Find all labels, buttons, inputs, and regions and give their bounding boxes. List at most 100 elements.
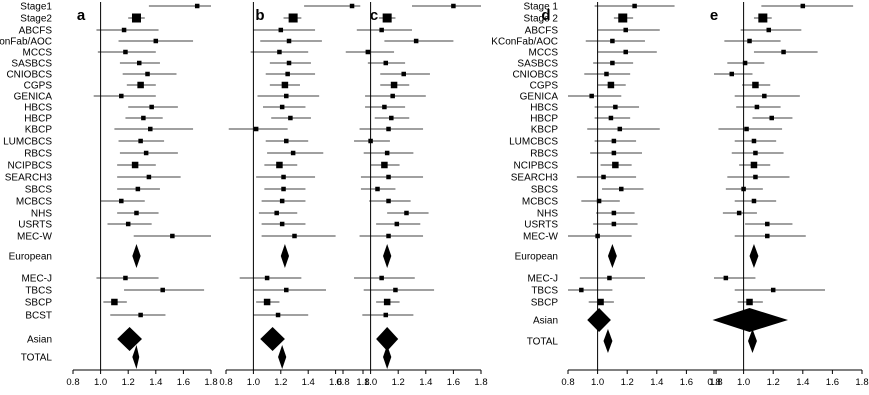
point-estimate	[379, 275, 384, 281]
point-estimate	[288, 115, 293, 121]
study-label: KConFab/AOC	[0, 37, 52, 48]
point-estimate	[596, 198, 602, 204]
point-estimate	[742, 60, 748, 66]
point-estimate	[264, 275, 270, 281]
point-estimate	[607, 275, 612, 281]
point-estimate	[160, 287, 165, 293]
x-tick-label: 1.6	[177, 377, 190, 388]
study-label: NCIPBCS	[8, 161, 53, 172]
point-estimate	[123, 275, 128, 281]
point-estimate	[765, 221, 770, 227]
study-label: KBCP	[25, 125, 53, 136]
study-label: Asian	[533, 316, 558, 327]
point-estimate	[623, 27, 628, 33]
point-estimate	[619, 186, 624, 192]
panel-letter-b: b	[255, 7, 264, 24]
point-estimate	[753, 150, 758, 156]
x-tick-label: 0.8	[219, 377, 232, 388]
point-estimate	[608, 115, 614, 121]
point-estimate	[597, 298, 604, 306]
point-estimate	[613, 104, 618, 110]
x-tick-label: 1.2	[274, 377, 287, 388]
point-estimate	[281, 174, 286, 180]
point-estimate	[134, 210, 139, 216]
point-estimate	[285, 71, 290, 77]
point-estimate	[769, 115, 774, 121]
study-label: USRTS	[524, 220, 558, 231]
point-estimate	[601, 174, 606, 180]
study-label: NHS	[31, 209, 52, 220]
study-label: Asian	[27, 335, 52, 346]
study-label: KConFab/AOC	[491, 37, 558, 48]
x-tick-label: 1.0	[364, 377, 377, 388]
point-estimate	[148, 126, 153, 132]
x-tick-label: 0.8	[561, 377, 574, 388]
point-estimate	[284, 138, 289, 144]
forest-panel-a: a 0.8 1.0 1.2 1.4 1.6 1.8 Stage1Stage2ABCFSKCon…	[0, 2, 218, 389]
study-label: MEC-W	[523, 232, 559, 243]
point-estimate	[618, 13, 628, 23]
x-tick-label: 1.2	[621, 377, 634, 388]
point-estimate	[375, 186, 380, 192]
point-estimate	[153, 38, 159, 44]
x-tick-label: 1.2	[392, 377, 405, 388]
point-estimate	[131, 161, 139, 169]
point-estimate	[752, 81, 759, 89]
point-estimate	[386, 174, 391, 180]
point-estimate	[263, 298, 271, 306]
point-estimate	[131, 13, 141, 23]
point-estimate	[393, 287, 398, 293]
point-estimate	[279, 104, 285, 110]
x-tick-label: 1.6	[826, 377, 839, 388]
study-label: TBCS	[25, 286, 52, 297]
study-label: SEARCH3	[511, 173, 559, 184]
x-tick-label: 1.0	[591, 377, 604, 388]
point-estimate	[121, 27, 127, 33]
point-estimate	[149, 104, 154, 110]
point-estimate	[746, 298, 753, 306]
point-estimate	[279, 221, 285, 227]
point-estimate	[284, 93, 289, 99]
pooled-diamond-asian	[376, 327, 399, 351]
point-estimate	[750, 161, 758, 169]
pooled-diamond-total	[278, 345, 287, 369]
x-tick-label: 0.8	[66, 377, 79, 388]
point-estimate	[729, 71, 735, 77]
point-estimate	[137, 81, 144, 89]
pooled-diamond-european	[607, 244, 617, 268]
x-tick-label: 1.8	[474, 377, 487, 388]
study-label: SASBCS	[517, 59, 558, 70]
point-estimate	[390, 81, 398, 89]
study-label: MCCS	[23, 48, 53, 59]
study-label: SBCS	[25, 185, 53, 196]
point-estimate	[632, 3, 637, 9]
pooled-diamond-european	[132, 244, 141, 268]
point-estimate	[286, 60, 292, 66]
study-label: TBCS	[531, 286, 558, 297]
point-estimate	[389, 115, 394, 121]
point-estimate	[611, 138, 617, 144]
study-label: GENICA	[14, 92, 53, 103]
study-label: ABCFS	[525, 26, 559, 37]
point-estimate	[382, 104, 387, 110]
point-estimate	[747, 38, 752, 44]
pooled-diamond-asian	[117, 327, 142, 351]
study-label: TOTAL	[527, 337, 559, 348]
point-estimate	[751, 138, 757, 144]
study-label: TOTAL	[21, 353, 53, 364]
panel-letter-c: c	[370, 7, 378, 24]
point-estimate	[736, 210, 742, 216]
x-tick-label: 1.4	[302, 377, 315, 388]
point-estimate	[394, 221, 400, 227]
point-estimate	[141, 115, 146, 121]
point-estimate	[401, 71, 406, 77]
point-estimate	[135, 186, 141, 192]
point-estimate	[383, 298, 391, 306]
point-estimate	[274, 210, 279, 216]
point-estimate	[136, 60, 142, 66]
study-label: CNIOBCS	[6, 70, 52, 81]
study-label: CGPS	[530, 81, 559, 92]
x-tick-label: 1.4	[149, 377, 162, 388]
x-tick-label: 1.0	[737, 377, 750, 388]
